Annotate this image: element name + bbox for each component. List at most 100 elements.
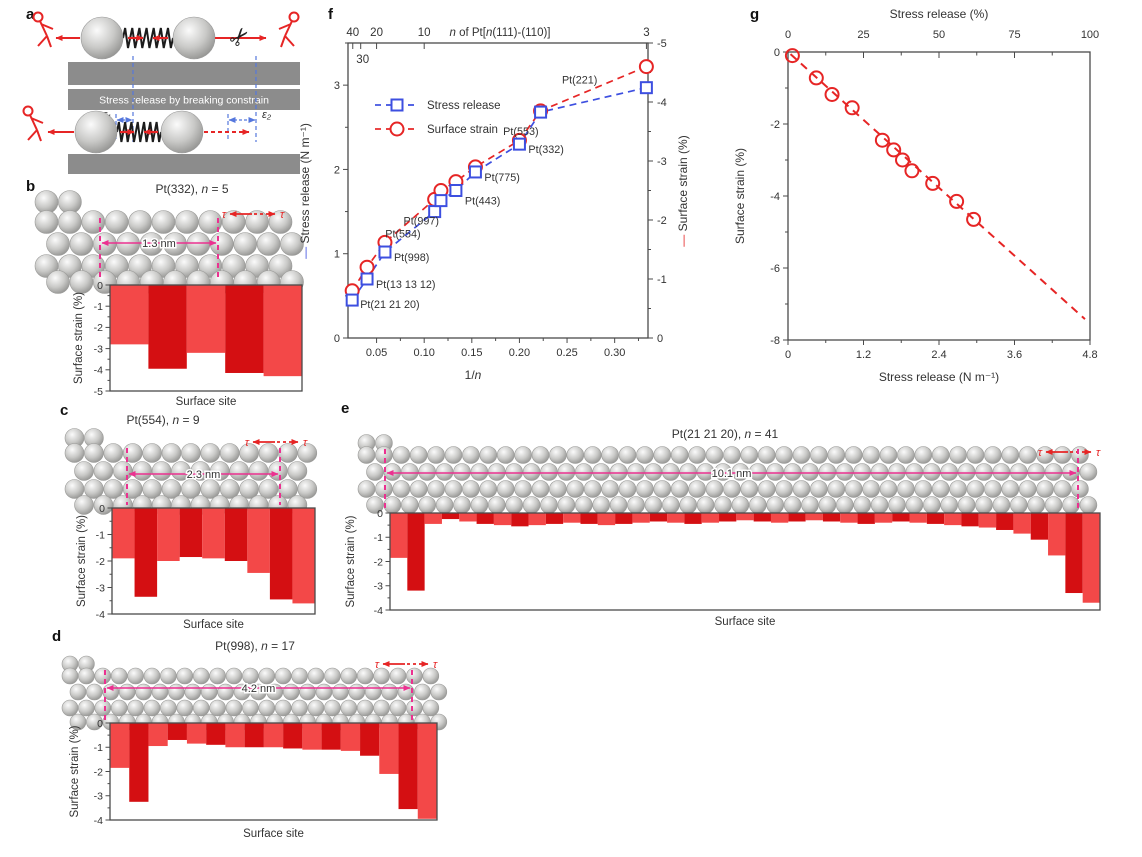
data-point [824, 86, 840, 102]
bar [476, 513, 494, 524]
panel-d-pt998: Pt(998), n = 17τ τ4.2 nm0-1-2-3-4Surface … [61, 639, 448, 840]
point-label: Pt(553) [503, 126, 538, 138]
point-label: Pt(775) [484, 172, 519, 184]
right-axis-title: — Surface strain (%) [676, 135, 690, 246]
svg-text:-3: -3 [657, 156, 667, 168]
svg-text:2.4: 2.4 [931, 349, 946, 361]
bar [186, 723, 207, 744]
svg-text:-6: -6 [770, 263, 780, 275]
panel-label-e: e [341, 400, 350, 417]
stress-point [378, 245, 392, 259]
distance-label: 2.3 nm [187, 469, 221, 481]
stick-figure [278, 11, 300, 48]
svg-text:-1: -1 [657, 274, 667, 286]
panel-a-schematic: ✂Stress release by breaking constrainε₁ε… [22, 11, 300, 174]
point-label: Pt(998) [394, 252, 429, 264]
panel-label-a: a [26, 6, 35, 23]
stress-point [534, 105, 548, 119]
bars [112, 508, 315, 604]
model-title: Pt(998), n = 17 [215, 639, 295, 653]
bar [667, 513, 685, 523]
x-axis-title: 1/n [465, 368, 482, 382]
bar [417, 723, 437, 819]
svg-text:0.10: 0.10 [413, 347, 434, 359]
left-axis-title: Surface strain (%) [733, 148, 747, 244]
point-label: Pt(221) [562, 75, 597, 87]
wall-slab [68, 154, 300, 174]
tau-label: τ [280, 209, 285, 221]
banner-bar [68, 89, 300, 110]
x-axis-label: Surface site [715, 616, 776, 628]
point-label: Pt(443) [465, 196, 500, 208]
ball [160, 110, 204, 154]
bar [224, 508, 248, 561]
svg-text:25: 25 [857, 29, 869, 41]
svg-text:0.15: 0.15 [461, 347, 482, 359]
tau-label: τ [433, 659, 438, 671]
svg-text:-4: -4 [94, 815, 103, 827]
svg-text:75: 75 [1008, 29, 1020, 41]
top-axis-title: Stress release (%) [890, 7, 989, 21]
panel-label-c: c [60, 402, 69, 419]
bar [441, 513, 460, 520]
svg-text:-2: -2 [374, 556, 383, 568]
bar [112, 508, 135, 559]
svg-text:-4: -4 [657, 97, 667, 109]
bar [247, 508, 270, 573]
bar [753, 513, 771, 522]
svg-text:-1: -1 [94, 301, 103, 313]
stress-point [639, 81, 653, 95]
data-point [808, 70, 824, 86]
svg-text:-3: -3 [96, 582, 105, 594]
bar [263, 285, 302, 377]
panel-label-f: f [328, 6, 333, 23]
bar [283, 723, 303, 749]
bar [961, 513, 979, 527]
svg-text:-4: -4 [94, 365, 103, 377]
bar [580, 513, 598, 524]
panel-e-pt212120: Pt(21 21 20), n = 41τ τ10.1 nm0-1-2-3-4Su… [345, 427, 1101, 628]
y-axis-label: Surface strain (%) [73, 292, 85, 384]
svg-text:0: 0 [99, 503, 105, 515]
svg-text:30: 30 [356, 54, 369, 66]
svg-text:20: 20 [370, 27, 383, 39]
svg-text:-2: -2 [94, 322, 103, 334]
bar [909, 513, 927, 523]
svg-text:2: 2 [334, 164, 340, 176]
data-point [886, 142, 902, 158]
svg-text:-3: -3 [374, 581, 383, 593]
data-point [925, 175, 941, 191]
bar-chart: 0 -1 -2 -3 -4 -5 Surface strain (%) Surface sit… [73, 280, 303, 408]
bar [632, 513, 650, 523]
bar [148, 723, 168, 747]
svg-text:-2: -2 [770, 119, 780, 131]
bar [407, 513, 425, 591]
bar [926, 513, 945, 524]
svg-text:-2: -2 [657, 215, 667, 227]
bar [202, 508, 225, 559]
svg-text:-1: -1 [94, 742, 103, 754]
banner-text: Stress release by breaking constrain [99, 95, 269, 107]
y-axis-label: Surface strain (%) [76, 515, 88, 607]
data-point [784, 48, 800, 64]
svg-text:0: 0 [657, 333, 663, 345]
bar [615, 513, 633, 524]
model-title: Pt(554), n = 9 [126, 413, 199, 427]
bar [244, 723, 264, 748]
point-label: Pt(554) [385, 229, 420, 241]
stress-point [345, 293, 359, 307]
point-label: Pt(21 21 20) [360, 299, 419, 311]
bar [719, 513, 737, 522]
stress-point [360, 272, 374, 286]
svg-text:0: 0 [377, 508, 383, 520]
bar [292, 508, 315, 604]
bar-chart: 0 -1 -2 -3 -4 Surface strain (%) Surface site [69, 718, 438, 840]
bar [840, 513, 858, 523]
bar [134, 508, 158, 597]
svg-text:0: 0 [97, 718, 103, 730]
panel-label-b: b [26, 178, 36, 195]
